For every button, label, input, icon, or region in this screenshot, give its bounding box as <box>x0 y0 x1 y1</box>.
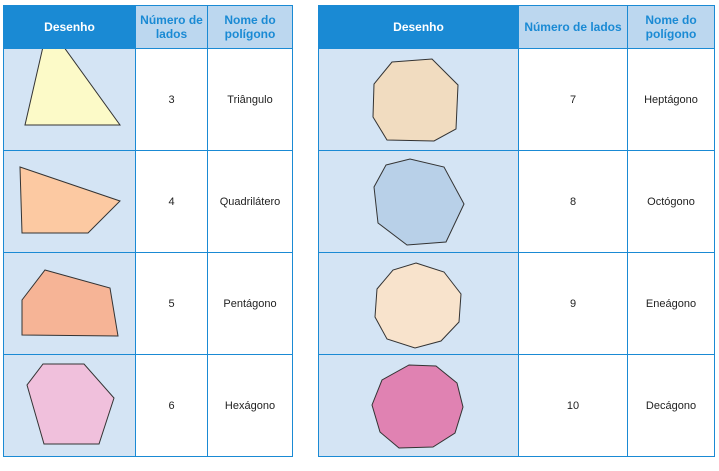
header-drawing: Desenho <box>318 5 519 49</box>
name-cell: Eneágono <box>627 252 715 355</box>
quadrilateral-drawing <box>19 166 121 234</box>
name-cell: Decágono <box>627 354 715 457</box>
sides-cell: 5 <box>135 252 208 355</box>
drawing-cell <box>3 150 136 253</box>
name-cell: Quadrilátero <box>207 150 293 253</box>
table-row: 7 Heptágono <box>318 48 715 151</box>
table-row: 4 Quadrilátero <box>3 150 293 253</box>
drawing-cell <box>3 354 136 457</box>
drawing-cell <box>318 252 519 355</box>
heptagon-drawing <box>372 58 459 142</box>
drawing-cell <box>318 354 519 457</box>
polygon-table-left: Desenho Número de lados Nome do polígono… <box>3 5 293 457</box>
sides-cell: 9 <box>518 252 628 355</box>
sides-cell: 6 <box>135 354 208 457</box>
header-number-of-sides: Número de lados <box>135 5 208 49</box>
drawing-cell <box>3 252 136 355</box>
hexagon-drawing <box>26 363 115 445</box>
table-row: 8 Octógono <box>318 150 715 253</box>
table-header-row: Desenho Número de lados Nome do polígono <box>3 5 293 49</box>
name-cell: Heptágono <box>627 48 715 151</box>
sides-cell: 3 <box>135 48 208 151</box>
sides-cell: 8 <box>518 150 628 253</box>
sides-cell: 7 <box>518 48 628 151</box>
table-header-row: Desenho Número de lados Nome do polígono <box>318 5 715 49</box>
decagon-drawing <box>371 364 464 449</box>
decagon-shape <box>371 364 464 449</box>
table-row: 6 Hexágono <box>3 354 293 457</box>
drawing-cell <box>318 48 519 151</box>
name-cell: Hexágono <box>207 354 293 457</box>
triangle-shape <box>24 49 121 126</box>
pentagon-drawing <box>21 269 119 337</box>
name-cell: Triângulo <box>207 48 293 151</box>
header-polygon-name: Nome do polígono <box>207 5 293 49</box>
table-row: 10 Decágono <box>318 354 715 457</box>
heptagon-shape <box>372 58 459 142</box>
nonagon-shape <box>374 262 462 349</box>
drawing-cell <box>318 150 519 253</box>
pentagon-shape <box>21 269 119 337</box>
table-row: 9 Eneágono <box>318 252 715 355</box>
drawing-cell <box>3 48 136 151</box>
header-number-of-sides: Número de lados <box>518 5 628 49</box>
table-row: 5 Pentágono <box>3 252 293 355</box>
octagon-shape <box>373 158 465 246</box>
header-drawing: Desenho <box>3 5 136 49</box>
sides-cell: 4 <box>135 150 208 253</box>
triangle-drawing <box>24 49 121 126</box>
polygon-table-right: Desenho Número de lados Nome do polígono… <box>318 5 715 457</box>
nonagon-drawing <box>374 262 462 349</box>
sides-cell: 10 <box>518 354 628 457</box>
name-cell: Octógono <box>627 150 715 253</box>
name-cell: Pentágono <box>207 252 293 355</box>
hexagon-shape <box>26 363 115 445</box>
quadrilateral-shape <box>19 166 121 234</box>
octagon-drawing <box>373 158 465 246</box>
header-polygon-name: Nome do polígono <box>627 5 715 49</box>
table-row: 3 Triângulo <box>3 48 293 151</box>
